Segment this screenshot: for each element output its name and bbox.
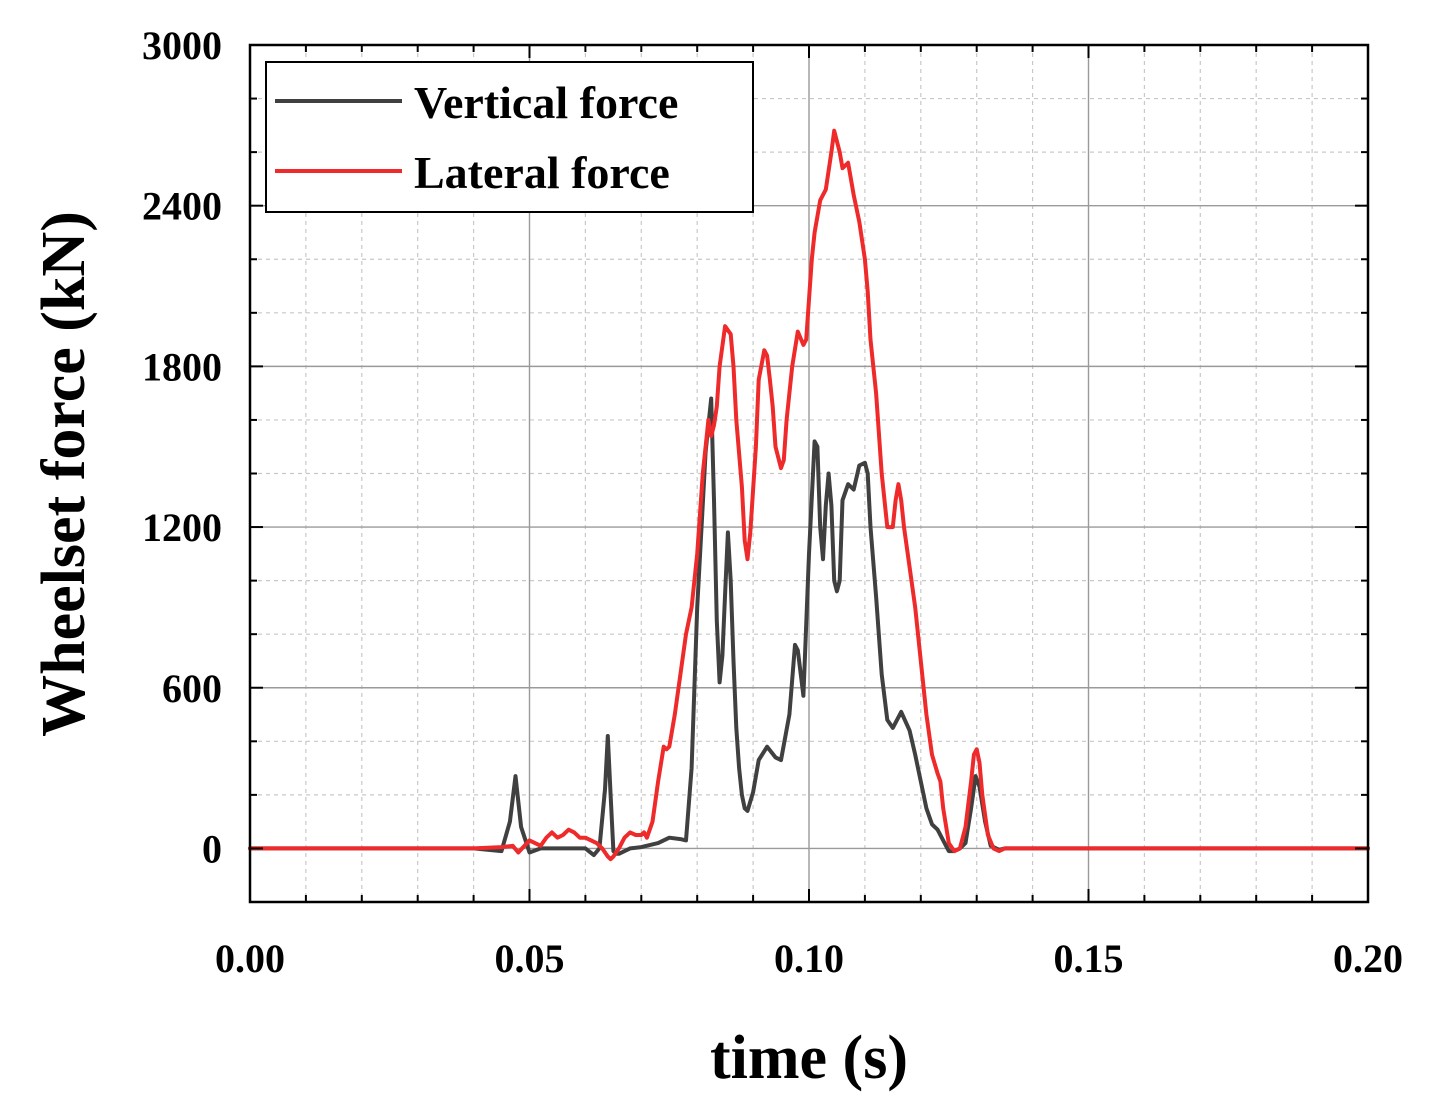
y-tick-label: 600 bbox=[162, 666, 222, 711]
y-tick-label: 1800 bbox=[142, 344, 222, 389]
y-tick-label: 0 bbox=[202, 826, 222, 871]
legend-label-lateral-force: Lateral force bbox=[414, 147, 670, 198]
series-line-lateral-force bbox=[248, 128, 1370, 862]
x-tick-label: 0.15 bbox=[1054, 936, 1124, 981]
x-tick-label: 0.10 bbox=[774, 936, 844, 981]
legend: Vertical force Lateral force bbox=[265, 61, 754, 213]
x-axis-title: time (s) bbox=[710, 1024, 908, 1092]
legend-label-vertical-force: Vertical force bbox=[414, 77, 678, 128]
x-tick-label: 0.00 bbox=[215, 936, 285, 981]
x-tick-label: 0.05 bbox=[495, 936, 565, 981]
y-tick-label: 1200 bbox=[142, 505, 222, 550]
legend-box bbox=[265, 61, 754, 213]
y-axis-title: Wheelset force (kN) bbox=[30, 211, 98, 737]
tick-labels: 0.00 0.05 0.10 0.15 0.20 0 600 1200 1800 2400 3000 bbox=[142, 23, 1403, 981]
x-tick-label: 0.20 bbox=[1333, 936, 1403, 981]
y-tick-label: 2400 bbox=[142, 184, 222, 229]
y-tick-label: 3000 bbox=[142, 23, 222, 68]
series-layer bbox=[248, 128, 1370, 862]
axis-ticks bbox=[249, 44, 1369, 903]
